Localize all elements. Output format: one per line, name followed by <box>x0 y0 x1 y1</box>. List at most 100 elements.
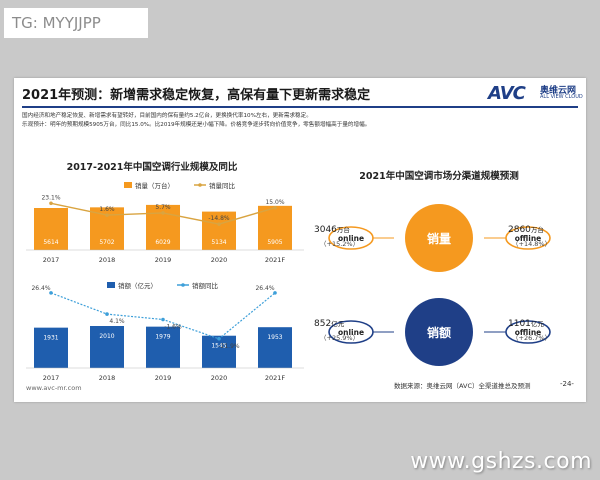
offline-node-label: offline <box>515 328 542 337</box>
offline-value-number: 1101 <box>508 319 531 329</box>
footer-url: www.avc-mr.com <box>26 384 82 392</box>
offline-change: （+26.7%） <box>512 334 551 342</box>
logo-sub: ALL VIEW CLOUD <box>540 94 583 100</box>
offline-change: （+14.8%） <box>512 240 551 248</box>
legend-label-value: 销额（亿元） <box>118 281 157 290</box>
volume-yoy-point <box>161 211 165 215</box>
logo-mark: AVC <box>488 83 526 104</box>
value-x-tick: 2020 <box>211 374 228 382</box>
volume-yoy-label: 23.1% <box>41 194 60 201</box>
slide: 2021年预测：新增需求稳定恢复，高保有量下更新需求稳定 AVC 奥维云网 AL… <box>14 78 586 402</box>
online-value-number: 852 <box>314 319 331 329</box>
value-bar <box>258 327 292 368</box>
value-x-tick: 2019 <box>155 374 172 382</box>
value-bar-label: 1979 <box>155 334 170 341</box>
offline-value-number: 2860 <box>508 225 531 235</box>
volume-bar-label: 5134 <box>211 239 226 246</box>
value-yoy-point <box>161 317 165 322</box>
offline-value: 2860万台 <box>508 225 544 235</box>
value-yoy-label: 26.4% <box>31 285 50 292</box>
offline-value-unit: 亿元 <box>531 319 545 328</box>
note-line: 国内经济和地产稳定恢复、新增需求有望转好，目前国内的保有量约5.2亿台，更换换代… <box>22 113 312 119</box>
value-bar-label: 1953 <box>267 334 282 341</box>
right-chart-title: 2021年中国空调市场分渠道规模预测 <box>359 171 519 182</box>
value-x-tick: 2017 <box>43 374 60 382</box>
value-x-tick: 2021F <box>265 374 286 382</box>
online-value-unit: 亿元 <box>331 319 345 328</box>
avc-logo: AVC 奥维云网 ALL VIEW CLOUD <box>488 83 583 104</box>
legend-swatch-volume <box>124 182 132 188</box>
tg-badge: TG: MYYJJPP <box>4 8 148 38</box>
channel-center-circle <box>405 204 473 272</box>
volume-yoy-label: 5.7% <box>155 204 171 211</box>
left-chart-title: 2017-2021年中国空调行业规模及同比 <box>66 162 238 173</box>
online-change: （+15.2%） <box>320 240 359 248</box>
online-change: （+25.9%） <box>320 334 359 342</box>
value-bar-label: 2010 <box>99 333 114 340</box>
legend-label-volume-yoy: 销量同比 <box>209 181 236 190</box>
volume-bar-label: 6029 <box>155 239 170 246</box>
notes: 国内经济和地产稳定恢复、新增需求有望转好，目前国内的保有量约5.2亿台，更换换代… <box>22 112 578 130</box>
volume-yoy-point <box>49 201 53 206</box>
online-node <box>328 226 374 250</box>
volume-yoy-point <box>217 222 221 226</box>
online-node-label: online <box>338 234 364 243</box>
value-bar-label: 1545 <box>211 343 226 350</box>
online-node-label: online <box>338 328 364 337</box>
online-value: 3046万台 <box>314 225 350 235</box>
legend-label-value-yoy: 销额同比 <box>192 281 219 290</box>
legend-swatch-value <box>107 282 115 288</box>
volume-x-tick: 2017 <box>43 256 60 264</box>
value-bar <box>34 327 68 368</box>
channel-center-circle <box>405 298 473 366</box>
legend-marker-value-yoy <box>181 283 185 287</box>
value-yoy-label: -1.6% <box>164 324 182 331</box>
volume-yoy-label: -14.8% <box>208 215 230 222</box>
volume-bar <box>258 205 292 250</box>
channel-center-label: 销额 <box>427 325 451 340</box>
offline-node <box>505 320 551 344</box>
footer-source: 数据来源：奥维云网（AVC）全渠道推总及预测 <box>394 382 531 390</box>
value-yoy-label: 4.1% <box>109 318 125 325</box>
legend-marker-volume-yoy <box>198 183 202 187</box>
value-yoy-point <box>217 337 221 341</box>
offline-node <box>505 226 551 250</box>
value-yoy-point <box>273 291 277 295</box>
charts-svg: 销量（万台） 销量同比 5614 5702 6029 5134 5905 23.1% 1.6% 5… <box>26 181 551 382</box>
value-bar-label: 1931 <box>43 335 58 342</box>
online-value-number: 3046 <box>314 225 337 235</box>
site-watermark: www.gshzs.com <box>410 449 592 474</box>
value-yoy-label: 26.4% <box>255 285 274 292</box>
volume-x-tick: 2018 <box>99 256 116 264</box>
offline-value-unit: 万台 <box>531 225 544 234</box>
value-bar <box>146 326 180 368</box>
value-bar <box>202 335 236 368</box>
value-yoy-label: -21.9% <box>218 343 240 350</box>
volume-yoy-label: 1.6% <box>99 206 115 213</box>
volume-x-tick: 2019 <box>155 256 172 264</box>
volume-yoy-point <box>105 213 109 217</box>
online-value-unit: 万台 <box>337 225 350 234</box>
offline-value: 1101亿元 <box>508 319 544 329</box>
logo-name: 奥维云网 <box>540 86 577 96</box>
volume-bar <box>202 211 236 250</box>
value-x-tick: 2018 <box>99 374 116 382</box>
volume-bar-label: 5905 <box>267 239 282 246</box>
volume-x-tick: 2020 <box>211 256 228 264</box>
value-yoy-point <box>49 291 53 295</box>
volume-x-tick: 2021F <box>265 256 286 264</box>
legend-label-volume: 销量（万台） <box>135 181 174 190</box>
online-value: 852亿元 <box>314 319 345 329</box>
note-line: 乐观预计：明年的预期规模5905万台，同比15.0%。比2019年规模还是小幅下… <box>22 122 371 128</box>
volume-bar-label: 5614 <box>43 239 58 246</box>
value-bar <box>90 326 124 368</box>
online-node <box>328 320 374 344</box>
offline-node-label: offline <box>515 234 542 243</box>
volume-yoy-point <box>273 205 277 210</box>
volume-bar <box>34 208 68 250</box>
title-rule <box>22 106 578 108</box>
value-yoy-point <box>105 312 109 316</box>
page-number: -24- <box>560 380 574 388</box>
volume-bar-label: 5702 <box>99 239 114 246</box>
channel-center-label: 销量 <box>427 231 451 246</box>
